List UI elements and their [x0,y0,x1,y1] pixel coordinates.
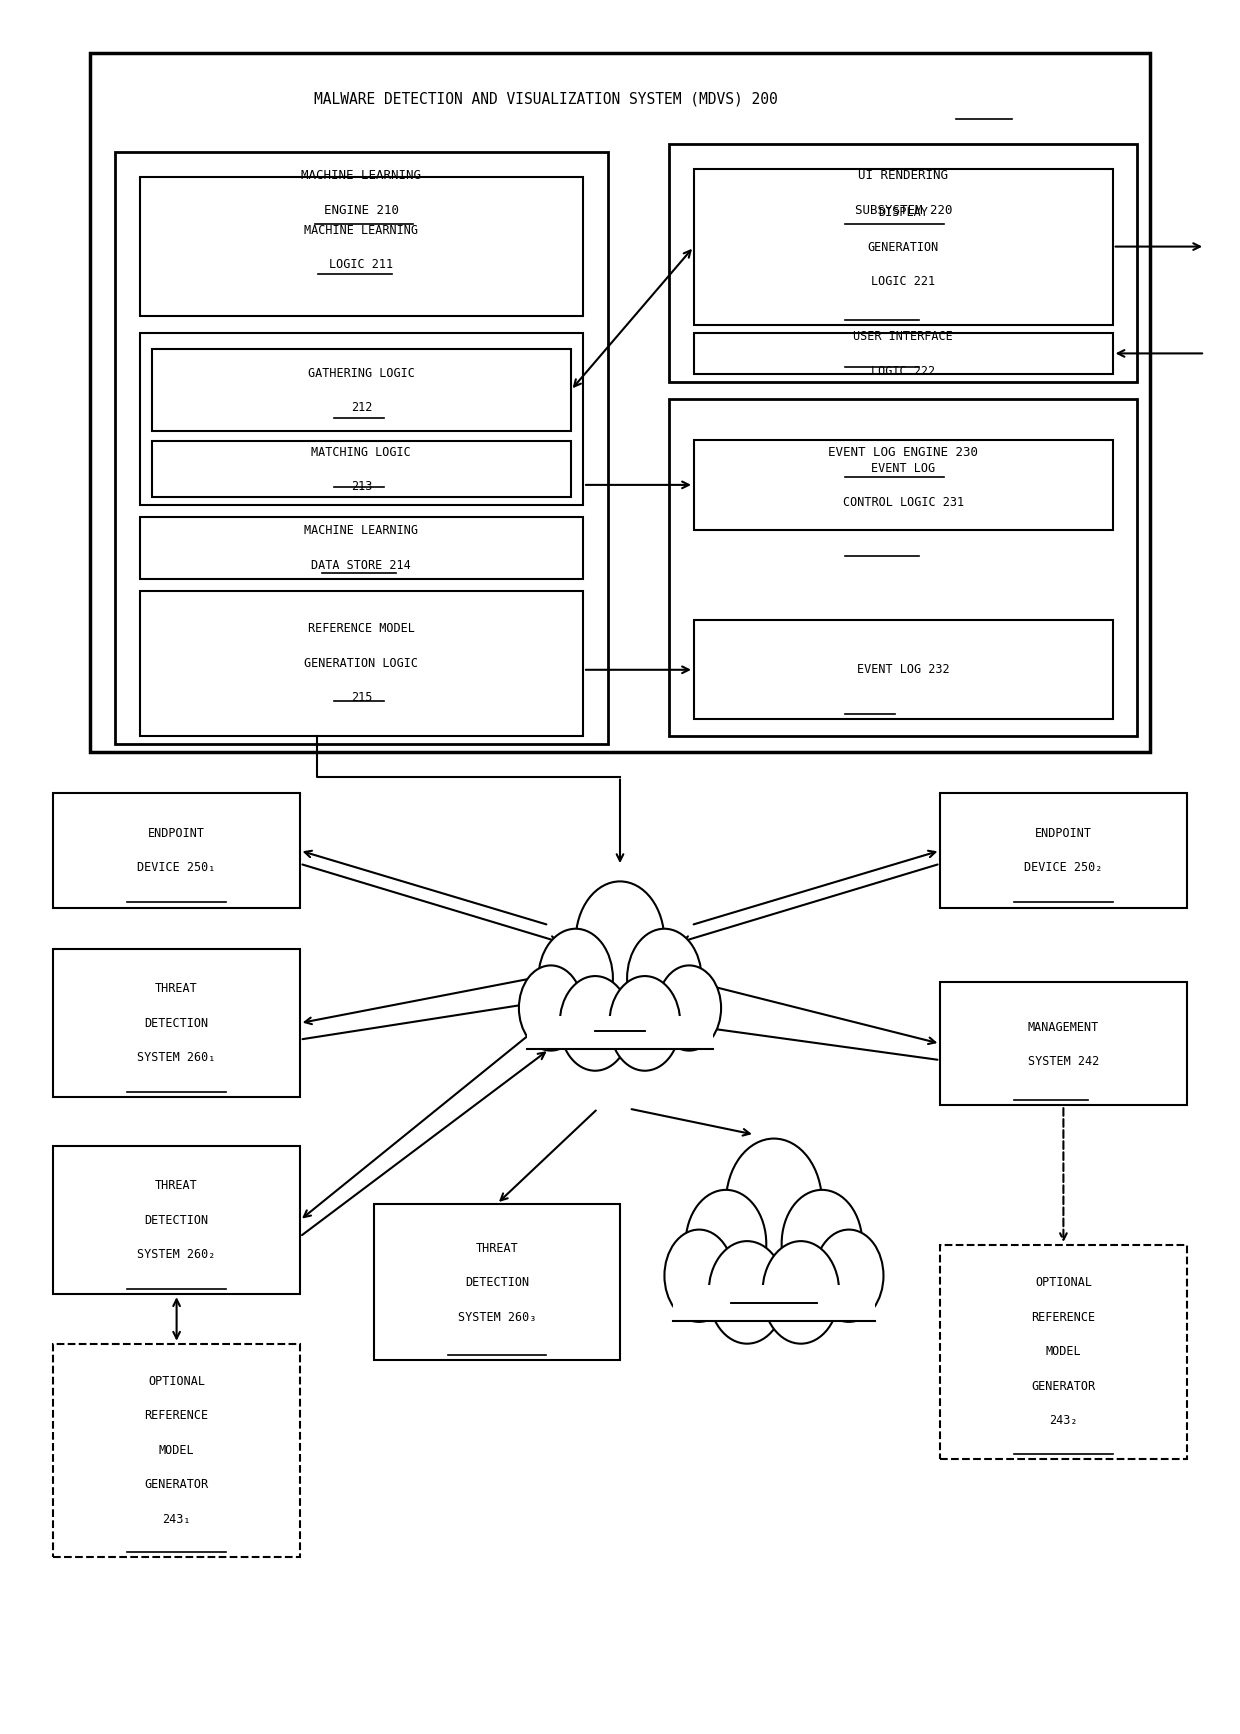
Bar [940,792,1187,909]
Bar [153,442,570,498]
Text: DETECTION: DETECTION [145,1214,208,1228]
Circle shape [657,966,722,1051]
Text: 240: 240 [609,1013,631,1025]
Text: GENERATION: GENERATION [868,241,939,253]
Text: UI RENDERING: UI RENDERING [858,170,949,182]
Text: SYSTEM 260₂: SYSTEM 260₂ [138,1248,216,1261]
Bar [140,177,583,316]
Text: SERVICES 241: SERVICES 241 [732,1300,817,1314]
Text: THREAT: THREAT [155,981,198,995]
Text: DEVICE 250₂: DEVICE 250₂ [1024,862,1102,874]
Circle shape [575,881,665,1001]
Text: MANAGEMENT: MANAGEMENT [1028,1021,1099,1033]
Text: ENDPOINT: ENDPOINT [1035,827,1092,839]
Text: DATA STORE 214: DATA STORE 214 [311,558,412,572]
Text: GENERATOR: GENERATOR [145,1479,208,1491]
Text: EVENT LOG 232: EVENT LOG 232 [857,664,950,676]
Text: USER INTERFACE: USER INTERFACE [853,331,954,343]
Text: 212: 212 [351,401,372,414]
Text: 213: 213 [351,480,372,492]
Text: MODEL: MODEL [1045,1346,1081,1358]
Text: CLOUD: CLOUD [756,1231,792,1245]
Text: LOGIC 211: LOGIC 211 [330,258,393,271]
Text: MATCHING LOGIC: MATCHING LOGIC [311,446,412,458]
Circle shape [763,1242,839,1344]
Text: OPTIONAL: OPTIONAL [1035,1276,1092,1290]
Text: NETWORK: NETWORK [594,978,646,992]
Text: REFERENCE: REFERENCE [1032,1311,1095,1323]
Bar [940,1245,1187,1458]
Text: MACHINE LEARNING: MACHINE LEARNING [304,224,418,236]
Circle shape [725,1139,822,1268]
Text: EVENT LOG: EVENT LOG [872,461,935,475]
Text: SYSTEM 260₃: SYSTEM 260₃ [458,1311,536,1323]
Circle shape [781,1190,862,1297]
Text: CLOUD: CLOUD [756,1231,792,1245]
Circle shape [686,1190,766,1297]
Bar [694,621,1112,720]
Bar [53,1146,300,1294]
Bar [694,440,1112,531]
Bar [670,144,1137,381]
Bar [115,153,608,744]
Text: 215: 215 [351,692,372,704]
Bar [140,517,583,579]
Bar [694,168,1112,324]
Bar [940,981,1187,1105]
Text: 240: 240 [609,1013,631,1025]
Text: COMPUTING: COMPUTING [742,1266,806,1280]
Text: ENGINE 210: ENGINE 210 [324,205,399,217]
Text: MACHINE LEARNING: MACHINE LEARNING [304,524,418,538]
Text: DETECTION: DETECTION [145,1016,208,1030]
Text: MALWARE DETECTION AND VISUALIZATION SYSTEM (MDVS) 200: MALWARE DETECTION AND VISUALIZATION SYST… [314,92,777,108]
Bar [153,349,570,432]
Bar [673,1285,875,1321]
Text: LOGIC 221: LOGIC 221 [872,276,935,288]
Bar [140,591,583,735]
Text: DISPLAY: DISPLAY [878,206,929,220]
Text: GATHERING LOGIC: GATHERING LOGIC [308,366,415,380]
Text: ENDPOINT: ENDPOINT [148,827,205,839]
Text: OPTIONAL: OPTIONAL [148,1375,205,1387]
Bar [53,792,300,909]
Text: SUBSYSTEM 220: SUBSYSTEM 220 [854,205,952,217]
Bar [694,333,1112,375]
Circle shape [815,1229,883,1321]
Text: MACHINE LEARNING: MACHINE LEARNING [301,170,422,182]
Text: 243₂: 243₂ [1049,1415,1078,1427]
Text: SYSTEM 260₁: SYSTEM 260₁ [138,1051,216,1065]
Bar [91,54,1149,753]
Text: REFERENCE: REFERENCE [145,1410,208,1422]
Circle shape [518,966,583,1051]
Bar [140,333,583,505]
Bar [53,948,300,1098]
Text: REFERENCE MODEL: REFERENCE MODEL [308,623,415,635]
Text: NETWORK: NETWORK [594,978,646,992]
Bar [670,399,1137,735]
Text: MODEL: MODEL [159,1444,195,1457]
Text: THREAT: THREAT [155,1179,198,1193]
Text: EVENT LOG ENGINE 230: EVENT LOG ENGINE 230 [828,446,978,460]
Text: CONTROL LOGIC 231: CONTROL LOGIC 231 [843,496,963,510]
Text: DEVICE 250₁: DEVICE 250₁ [138,862,216,874]
Bar [53,1344,300,1557]
Circle shape [538,929,613,1028]
Text: SERVICES 241: SERVICES 241 [732,1300,817,1314]
Text: GENERATION LOGIC: GENERATION LOGIC [304,657,418,669]
Text: 243₁: 243₁ [162,1514,191,1526]
Text: THREAT: THREAT [475,1242,518,1255]
Circle shape [627,929,702,1028]
Circle shape [559,976,631,1070]
Text: SYSTEM 242: SYSTEM 242 [1028,1056,1099,1068]
Bar [373,1203,620,1359]
Bar [527,1016,713,1049]
Circle shape [609,976,681,1070]
Circle shape [708,1242,785,1344]
Text: LOGIC 222: LOGIC 222 [872,364,935,378]
Text: GENERATOR: GENERATOR [1032,1380,1095,1392]
Text: COMPUTING: COMPUTING [742,1266,806,1280]
Text: DETECTION: DETECTION [465,1276,529,1290]
Circle shape [665,1229,734,1321]
